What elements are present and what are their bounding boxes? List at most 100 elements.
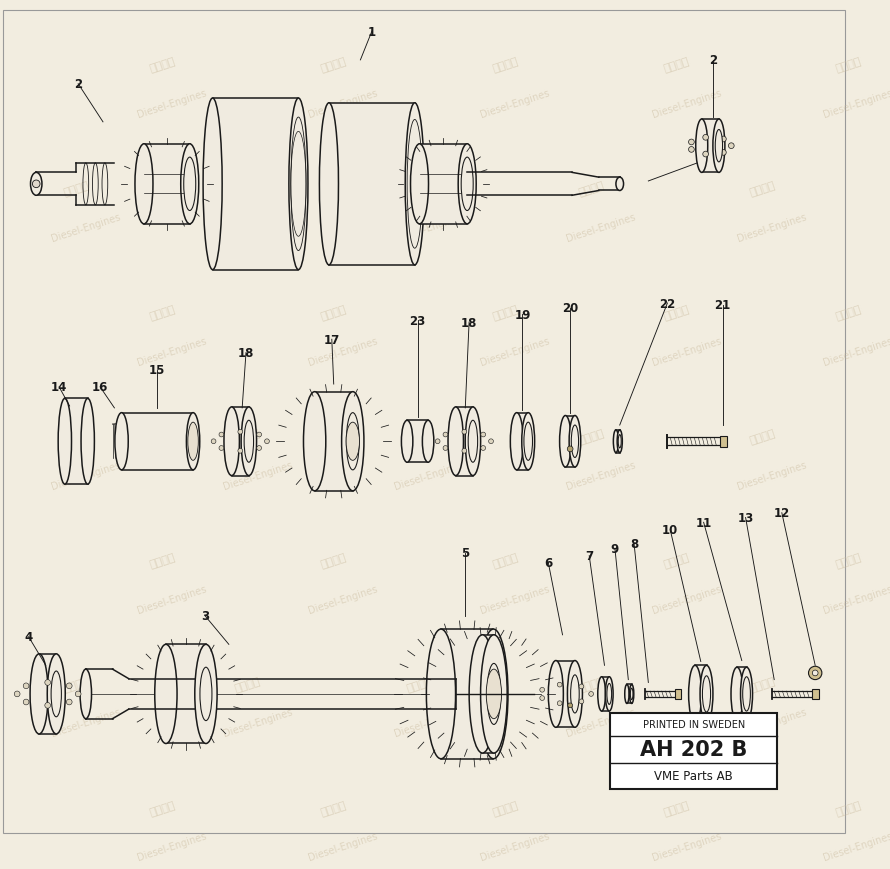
Text: 柴发动力: 柴发动力 bbox=[663, 56, 692, 75]
Text: 柴发动力: 柴发动力 bbox=[234, 676, 262, 693]
Ellipse shape bbox=[241, 408, 256, 476]
Ellipse shape bbox=[548, 660, 563, 727]
Text: 柴发动力: 柴发动力 bbox=[405, 181, 433, 198]
Bar bbox=[407, 421, 428, 462]
Bar bbox=[441, 629, 493, 759]
Ellipse shape bbox=[51, 671, 61, 717]
Ellipse shape bbox=[186, 413, 199, 470]
Text: 10: 10 bbox=[662, 524, 678, 537]
Ellipse shape bbox=[195, 645, 217, 744]
Ellipse shape bbox=[303, 392, 326, 491]
Text: 8: 8 bbox=[630, 537, 638, 550]
Bar bbox=[695, 666, 707, 723]
Circle shape bbox=[579, 684, 584, 689]
Text: 柴发动力: 柴发动力 bbox=[148, 552, 176, 569]
Text: AH 202 B: AH 202 B bbox=[640, 740, 748, 760]
Text: 12: 12 bbox=[773, 507, 790, 520]
Bar bbox=[482, 635, 494, 753]
Text: Diesel-Engines: Diesel-Engines bbox=[651, 88, 723, 120]
Bar bbox=[616, 430, 619, 453]
Text: 柴发动力: 柴发动力 bbox=[748, 676, 777, 693]
Ellipse shape bbox=[616, 178, 624, 191]
Text: Diesel-Engines: Diesel-Engines bbox=[565, 211, 636, 243]
Text: Diesel-Engines: Diesel-Engines bbox=[307, 583, 379, 614]
Text: 柴发动力: 柴发动力 bbox=[491, 56, 520, 75]
Text: 柴发动力: 柴发动力 bbox=[835, 552, 862, 569]
Ellipse shape bbox=[731, 667, 743, 720]
Ellipse shape bbox=[613, 430, 619, 453]
Text: Diesel-Engines: Diesel-Engines bbox=[736, 706, 808, 739]
Circle shape bbox=[721, 137, 726, 143]
Bar bbox=[329, 103, 415, 266]
Ellipse shape bbox=[461, 158, 473, 211]
Ellipse shape bbox=[135, 144, 153, 224]
Ellipse shape bbox=[605, 677, 613, 711]
Circle shape bbox=[540, 687, 545, 693]
Circle shape bbox=[728, 143, 734, 149]
Ellipse shape bbox=[410, 144, 428, 224]
Bar bbox=[701, 120, 719, 173]
Circle shape bbox=[256, 446, 262, 451]
Text: Diesel-Engines: Diesel-Engines bbox=[393, 706, 465, 739]
Ellipse shape bbox=[742, 677, 750, 711]
Circle shape bbox=[44, 680, 51, 686]
Circle shape bbox=[219, 446, 223, 451]
Text: Diesel-Engines: Diesel-Engines bbox=[479, 583, 551, 614]
Text: 18: 18 bbox=[238, 347, 255, 360]
Circle shape bbox=[238, 430, 243, 434]
Text: Diesel-Engines: Diesel-Engines bbox=[479, 88, 551, 120]
Text: 3: 3 bbox=[201, 609, 209, 622]
Circle shape bbox=[443, 433, 448, 437]
Text: Diesel-Engines: Diesel-Engines bbox=[822, 583, 890, 614]
Text: 23: 23 bbox=[409, 315, 425, 328]
Text: Diesel-Engines: Diesel-Engines bbox=[822, 88, 890, 120]
Ellipse shape bbox=[465, 408, 481, 476]
Bar bbox=[602, 677, 610, 711]
Text: 柴发动力: 柴发动力 bbox=[748, 181, 777, 198]
Bar bbox=[813, 689, 819, 699]
Text: Diesel-Engines: Diesel-Engines bbox=[222, 459, 294, 491]
Text: Diesel-Engines: Diesel-Engines bbox=[651, 831, 723, 862]
Ellipse shape bbox=[244, 421, 254, 462]
Text: 2: 2 bbox=[74, 78, 82, 91]
Text: 柴发动力: 柴发动力 bbox=[748, 428, 777, 446]
Text: Diesel-Engines: Diesel-Engines bbox=[651, 335, 723, 368]
Text: Diesel-Engines: Diesel-Engines bbox=[222, 706, 294, 739]
Ellipse shape bbox=[570, 675, 579, 713]
Ellipse shape bbox=[346, 413, 360, 470]
Circle shape bbox=[703, 136, 708, 141]
Text: 柴发动力: 柴发动力 bbox=[577, 428, 605, 446]
Ellipse shape bbox=[740, 667, 753, 720]
Text: 柴发动力: 柴发动力 bbox=[663, 552, 692, 569]
Circle shape bbox=[14, 691, 20, 697]
Bar bbox=[122, 413, 193, 470]
Ellipse shape bbox=[405, 103, 425, 266]
Ellipse shape bbox=[598, 677, 605, 711]
Text: Diesel-Engines: Diesel-Engines bbox=[222, 211, 294, 243]
Text: 19: 19 bbox=[514, 308, 530, 322]
Ellipse shape bbox=[200, 667, 212, 720]
Text: Diesel-Engines: Diesel-Engines bbox=[565, 706, 636, 739]
Ellipse shape bbox=[342, 392, 364, 491]
Ellipse shape bbox=[183, 158, 196, 211]
Ellipse shape bbox=[115, 413, 128, 470]
Circle shape bbox=[481, 446, 486, 451]
Ellipse shape bbox=[30, 173, 42, 196]
Ellipse shape bbox=[487, 664, 501, 725]
Text: 柴发动力: 柴发动力 bbox=[148, 304, 176, 322]
Ellipse shape bbox=[524, 422, 532, 461]
Circle shape bbox=[689, 148, 694, 153]
Bar bbox=[611, 713, 777, 789]
Ellipse shape bbox=[617, 430, 622, 453]
Ellipse shape bbox=[423, 421, 433, 462]
Circle shape bbox=[211, 440, 216, 444]
Circle shape bbox=[23, 683, 29, 689]
Circle shape bbox=[32, 181, 40, 189]
Text: Diesel-Engines: Diesel-Engines bbox=[50, 211, 122, 243]
Text: 柴发动力: 柴发动力 bbox=[577, 181, 605, 198]
Ellipse shape bbox=[486, 660, 501, 727]
Ellipse shape bbox=[629, 685, 634, 704]
Text: Diesel-Engines: Diesel-Engines bbox=[135, 831, 207, 862]
Circle shape bbox=[589, 692, 594, 696]
Text: 柴发动力: 柴发动力 bbox=[320, 799, 348, 817]
